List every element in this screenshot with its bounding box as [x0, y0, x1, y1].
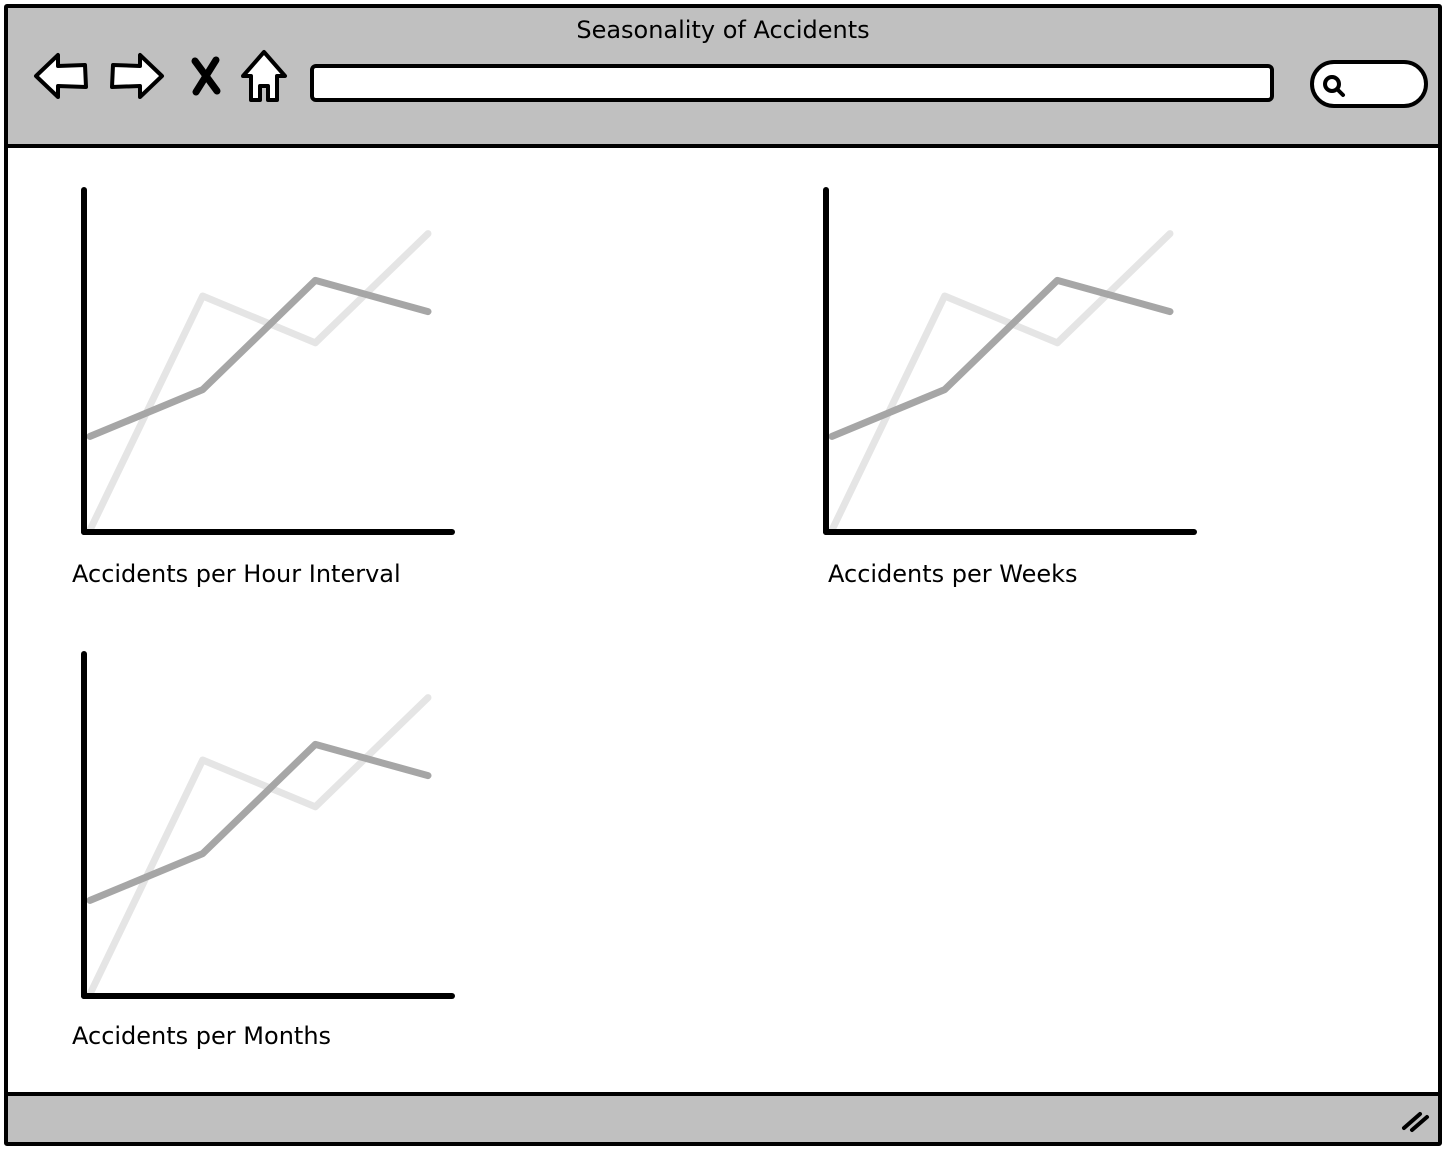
series-line-2: [828, 230, 1174, 534]
chart-panel-weeks: Accidents per Weeks: [814, 178, 1214, 598]
back-button[interactable]: [30, 48, 92, 104]
series-line-2: [86, 694, 432, 998]
arrow-right-icon: [110, 53, 164, 99]
browser-window: Seasonality of Accidents: [4, 4, 1442, 1146]
address-bar[interactable]: [310, 64, 1274, 102]
home-button[interactable]: [238, 48, 290, 104]
status-bar: [8, 1092, 1438, 1142]
chart-label-hour: Accidents per Hour Interval: [72, 560, 401, 588]
search-icon: [1323, 75, 1345, 97]
close-icon: [191, 56, 221, 96]
chart-panel-months: Accidents per Months: [72, 642, 472, 1062]
home-icon: [241, 50, 287, 102]
line-chart-weeks: [823, 187, 1197, 535]
series-line-2: [86, 230, 432, 534]
series-line-1: [828, 276, 1174, 440]
content-area: Accidents per Hour Interval Accidents pe…: [8, 148, 1438, 1098]
chart-panel-hour: Accidents per Hour Interval: [72, 178, 472, 598]
series-line-1: [86, 276, 432, 440]
search-input[interactable]: [1310, 60, 1428, 108]
title-bar: Seasonality of Accidents: [8, 8, 1438, 148]
chart-label-months: Accidents per Months: [72, 1022, 332, 1050]
chart-label-weeks: Accidents per Weeks: [828, 560, 1078, 588]
stop-button[interactable]: [186, 48, 226, 104]
arrow-left-icon: [34, 53, 88, 99]
line-chart-months: [81, 651, 455, 999]
line-chart-hour: [81, 187, 455, 535]
series-line-1: [86, 740, 432, 904]
forward-button[interactable]: [106, 48, 168, 104]
window-title: Seasonality of Accidents: [576, 16, 870, 44]
resize-grip-icon[interactable]: [1400, 1108, 1430, 1134]
